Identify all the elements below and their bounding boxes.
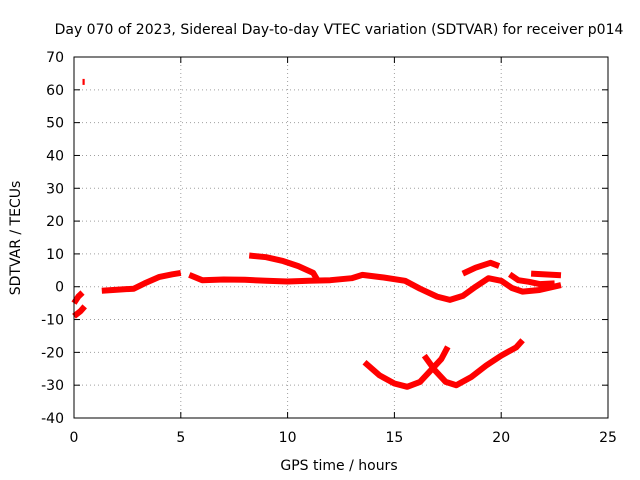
series-trace-k [421, 338, 525, 389]
x-tick-label: 0 [70, 430, 79, 446]
series-trace-j [362, 345, 451, 390]
series-trace-f [248, 252, 321, 282]
y-axis-label: SDTVAR / TECUs [8, 181, 24, 296]
series-trace-h [508, 271, 555, 288]
y-tick-label: 10 [46, 247, 64, 263]
y-tick-label: 20 [46, 214, 64, 230]
x-tick-label: 15 [385, 430, 403, 446]
series-trace-g [461, 259, 501, 277]
chart-title: Day 070 of 2023, Sidereal Day-to-day VTE… [55, 22, 624, 38]
series-trace-d [101, 269, 182, 294]
y-tick-label: 60 [46, 83, 64, 99]
series-trace-b [72, 304, 87, 319]
y-tick-label: -20 [41, 345, 64, 361]
y-tick-label: 40 [46, 148, 64, 164]
y-tick-label: 0 [55, 280, 64, 296]
y-tick-label: -10 [41, 313, 64, 329]
y-tick-label: 70 [46, 50, 64, 66]
x-tick-label: 5 [176, 430, 185, 446]
axes-layer [73, 56, 609, 419]
y-tick-label: -40 [41, 411, 64, 427]
y-tick-label: 30 [46, 181, 64, 197]
x-axis-label: GPS time / hours [280, 458, 397, 474]
series-layer [71, 78, 562, 390]
plot-border [73, 56, 609, 419]
labels-layer: Day 070 of 2023, Sidereal Day-to-day VTE… [8, 22, 624, 474]
y-tick-label: -30 [41, 378, 64, 394]
series-trace-i [530, 270, 562, 279]
x-tick-label: 20 [492, 430, 510, 446]
series-trace-c [71, 290, 85, 305]
x-tick-label: 10 [279, 430, 297, 446]
grid-layer [74, 57, 608, 418]
y-tick-label: 50 [46, 116, 64, 132]
x-tick-label: 25 [599, 430, 617, 446]
series-trace-e [188, 271, 562, 303]
